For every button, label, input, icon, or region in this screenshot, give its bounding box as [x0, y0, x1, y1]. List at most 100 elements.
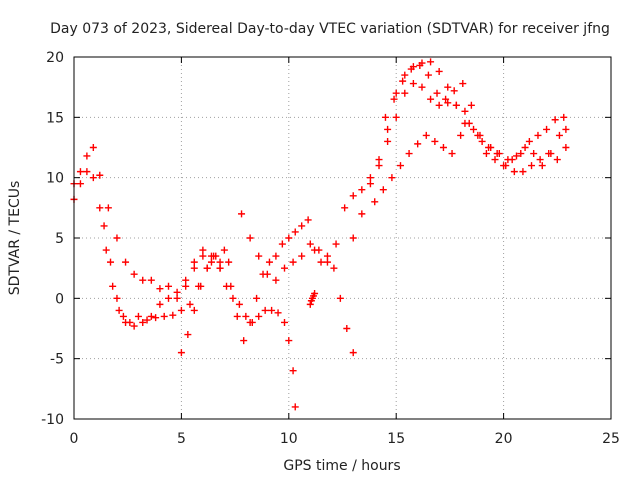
data-point	[255, 252, 263, 260]
data-point	[281, 264, 289, 272]
data-point	[422, 131, 430, 139]
data-point	[435, 67, 443, 75]
data-point	[562, 144, 570, 151]
series-track-4	[177, 252, 299, 411]
data-point	[263, 270, 271, 278]
data-point	[285, 337, 293, 345]
y-axis-label: SDTVAR / TECUs	[7, 181, 23, 296]
y-tick-label: -5	[50, 352, 64, 368]
data-point	[216, 258, 224, 266]
data-point	[199, 252, 207, 260]
data-point	[197, 282, 205, 290]
y-tick-label: 10	[46, 171, 64, 187]
data-point	[278, 240, 286, 248]
y-tick-label: -10	[41, 412, 64, 428]
data-point	[450, 87, 458, 95]
data-point	[96, 204, 104, 212]
data-point	[407, 65, 415, 73]
data-point	[439, 144, 447, 151]
series-track-9	[381, 61, 570, 176]
y-tick-label: 0	[55, 291, 64, 307]
data-point	[528, 162, 536, 170]
data-point	[107, 258, 115, 266]
x-tick-label: 15	[387, 431, 405, 447]
data-point	[332, 240, 340, 248]
data-point	[242, 312, 250, 320]
data-point	[444, 83, 452, 91]
data-point	[396, 162, 404, 170]
data-point	[452, 101, 460, 109]
data-point	[371, 198, 379, 206]
data-point	[165, 294, 173, 302]
data-point	[182, 282, 190, 290]
data-point	[182, 276, 190, 284]
data-point	[227, 282, 235, 290]
data-point	[113, 234, 121, 242]
data-point	[358, 186, 366, 194]
data-point	[405, 150, 413, 158]
data-point	[173, 288, 181, 296]
data-point	[76, 180, 84, 188]
data-point	[375, 162, 383, 170]
data-point	[177, 349, 185, 357]
data-point	[203, 264, 211, 272]
data-point	[366, 174, 374, 182]
data-point	[409, 80, 417, 88]
data-point	[530, 150, 538, 158]
data-point	[461, 107, 469, 115]
data-point	[165, 282, 173, 290]
data-point	[306, 240, 314, 248]
data-point	[190, 258, 198, 266]
data-point	[186, 300, 194, 308]
data-point	[156, 300, 164, 308]
data-point	[76, 168, 84, 176]
data-point	[199, 246, 207, 254]
data-point	[482, 150, 490, 158]
data-point	[478, 137, 486, 145]
data-point	[508, 156, 516, 164]
data-point	[177, 306, 185, 314]
data-point	[555, 131, 563, 139]
data-point	[390, 95, 398, 103]
data-point	[272, 252, 280, 260]
data-point	[459, 80, 467, 88]
data-point	[233, 312, 241, 320]
data-point	[435, 101, 443, 109]
series-track-7	[349, 80, 570, 242]
data-point	[525, 137, 533, 145]
data-point	[349, 192, 357, 200]
data-point	[173, 294, 181, 302]
data-point	[304, 216, 312, 224]
data-point	[281, 318, 289, 326]
data-point	[96, 171, 104, 179]
data-point	[381, 113, 389, 121]
x-tick-label: 25	[602, 431, 620, 447]
data-point	[512, 152, 520, 160]
data-point	[104, 204, 112, 212]
data-point	[274, 309, 282, 317]
data-point	[416, 61, 424, 69]
data-point	[306, 300, 314, 308]
data-point	[285, 234, 293, 242]
data-point	[289, 258, 297, 266]
data-point	[323, 258, 331, 266]
data-point	[109, 282, 117, 290]
data-point	[467, 101, 475, 109]
y-tick-label: 15	[46, 110, 64, 126]
data-point	[536, 156, 544, 164]
data-point	[89, 144, 97, 151]
data-point	[190, 264, 198, 272]
data-point	[442, 95, 450, 103]
data-point	[534, 131, 542, 139]
plot-frame	[73, 56, 612, 420]
data-point	[401, 89, 409, 97]
tick-label-layer: 0 5 10 15 20 25 -10 -5 0 5 10 15 20	[41, 50, 620, 447]
data-point	[330, 264, 338, 272]
data-point	[444, 99, 452, 107]
data-point	[349, 349, 357, 357]
data-point	[265, 258, 273, 266]
data-point	[399, 77, 407, 85]
data-point	[225, 258, 233, 266]
data-point	[502, 162, 510, 170]
data-point	[169, 311, 177, 319]
